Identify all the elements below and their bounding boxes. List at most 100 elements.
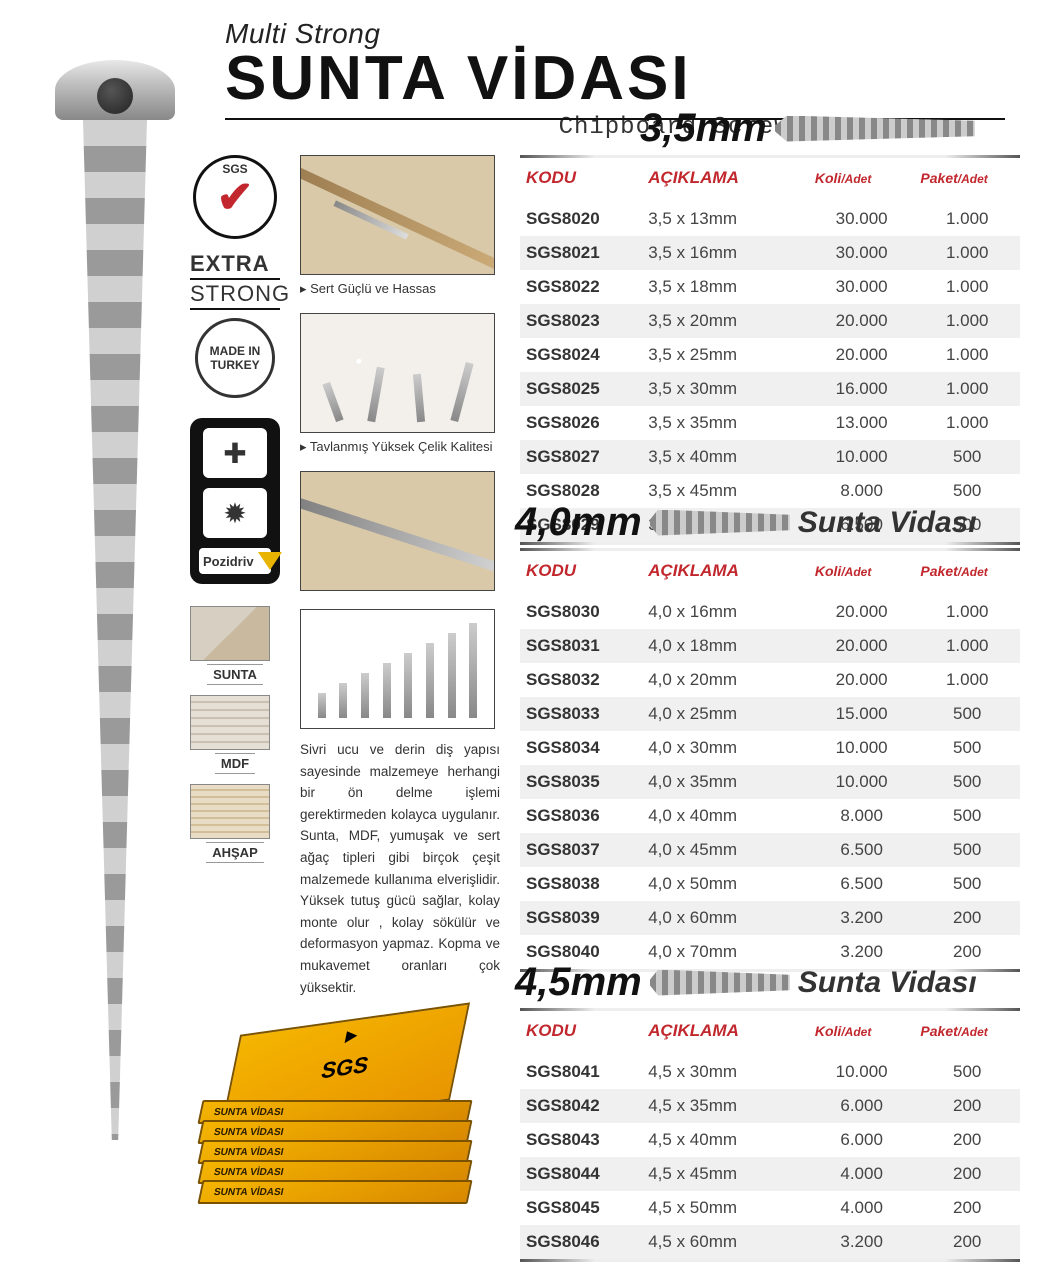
table-row: SGS8023 3,5 x 20mm 20.000 1.000 — [520, 304, 1020, 338]
size-header-45: 4,5mm Sunta Vidası — [515, 960, 977, 1005]
cell-code: SGS8020 — [520, 202, 642, 236]
cell-desc: 3,5 x 40mm — [642, 440, 809, 474]
cell-paket: 1.000 — [914, 270, 1020, 304]
feature-icons: ✚ ✹ Pozidriv — [190, 418, 280, 584]
cell-paket: 1.000 — [914, 202, 1020, 236]
cell-koli: 3.200 — [809, 1225, 915, 1259]
size-num-35: 3,5mm — [640, 106, 767, 151]
cell-desc: 4,0 x 16mm — [642, 595, 809, 629]
cell-paket: 1.000 — [914, 236, 1020, 270]
cell-koli: 20.000 — [809, 595, 915, 629]
cell-paket: 500 — [914, 697, 1020, 731]
cell-desc: 4,5 x 45mm — [642, 1157, 809, 1191]
size-num-40: 4,0mm — [515, 500, 642, 545]
cell-code: SGS8038 — [520, 867, 642, 901]
screw-icon — [650, 970, 790, 996]
table-row: SGS8037 4,0 x 45mm 6.500 500 — [520, 833, 1020, 867]
cell-paket: 1.000 — [914, 372, 1020, 406]
screw-icon — [775, 116, 975, 142]
cell-desc: 4,0 x 20mm — [642, 663, 809, 697]
cell-code: SGS8026 — [520, 406, 642, 440]
table-row: SGS8030 4,0 x 16mm 20.000 1.000 — [520, 595, 1020, 629]
cell-paket: 500 — [914, 1055, 1020, 1089]
cell-code: SGS8043 — [520, 1123, 642, 1157]
cell-paket: 200 — [914, 1157, 1020, 1191]
cell-paket: 200 — [914, 901, 1020, 935]
cell-desc: 4,0 x 25mm — [642, 697, 809, 731]
cell-koli: 10.000 — [809, 731, 915, 765]
screw-icon — [650, 510, 790, 536]
cell-koli: 30.000 — [809, 202, 915, 236]
cell-koli: 10.000 — [809, 765, 915, 799]
table-45: KODU AÇIKLAMA Koli/Adet Paket/Adet SGS80… — [520, 1008, 1020, 1262]
series-label-45: Sunta Vidası — [798, 966, 977, 1000]
cell-paket: 1.000 — [914, 406, 1020, 440]
cell-desc: 3,5 x 16mm — [642, 236, 809, 270]
caption-2: Tavlanmış Yüksek Çelik Kalitesi — [300, 439, 500, 455]
cell-koli: 20.000 — [809, 304, 915, 338]
cell-code: SGS8032 — [520, 663, 642, 697]
cell-code: SGS8036 — [520, 799, 642, 833]
table-row: SGS8021 3,5 x 16mm 30.000 1.000 — [520, 236, 1020, 270]
cell-desc: 3,5 x 13mm — [642, 202, 809, 236]
cell-koli: 15.000 — [809, 697, 915, 731]
table-35: KODU AÇIKLAMA Koli/Adet Paket/Adet SGS80… — [520, 155, 1020, 545]
cell-koli: 20.000 — [809, 338, 915, 372]
table-row: SGS8024 3,5 x 25mm 20.000 1.000 — [520, 338, 1020, 372]
caption-1: Sert Güçlü ve Hassas — [300, 281, 500, 297]
main-title: SUNTA VİDASI — [225, 48, 1005, 110]
cell-koli: 20.000 — [809, 629, 915, 663]
description-text: Sivri ucu ve derin diş yapısı sayesinde … — [300, 739, 500, 998]
table-row: SGS8045 4,5 x 50mm 4.000 200 — [520, 1191, 1020, 1225]
cell-desc: 4,0 x 30mm — [642, 731, 809, 765]
cell-koli: 13.000 — [809, 406, 915, 440]
cell-desc: 4,0 x 45mm — [642, 833, 809, 867]
cell-paket: 200 — [914, 1225, 1020, 1259]
th-paket: Paket/Adet — [914, 158, 1020, 202]
th-koli: Koli/Adet — [809, 158, 915, 202]
cell-code: SGS8041 — [520, 1055, 642, 1089]
cell-paket: 1.000 — [914, 595, 1020, 629]
table-row: SGS8032 4,0 x 20mm 20.000 1.000 — [520, 663, 1020, 697]
table-row: SGS8038 4,0 x 50mm 6.500 500 — [520, 867, 1020, 901]
product-box: ▶SGS SUNTA VİDASI SUNTA VİDASI SUNTA VİD… — [200, 1010, 490, 1230]
material-sunta: SUNTA — [190, 606, 280, 685]
cell-desc: 3,5 x 20mm — [642, 304, 809, 338]
cell-paket: 500 — [914, 833, 1020, 867]
series-label-40: Sunta Vidası — [798, 506, 977, 540]
cell-paket: 500 — [914, 765, 1020, 799]
cell-paket: 500 — [914, 440, 1020, 474]
cell-koli: 6.500 — [809, 867, 915, 901]
cell-code: SGS8034 — [520, 731, 642, 765]
cell-koli: 3.200 — [809, 901, 915, 935]
table-row: SGS8033 4,0 x 25mm 15.000 500 — [520, 697, 1020, 731]
cell-koli: 8.000 — [809, 799, 915, 833]
cell-desc: 4,0 x 50mm — [642, 867, 809, 901]
hero-screw-illustration: ✕ — [55, 60, 175, 1180]
table-row: SGS8026 3,5 x 35mm 13.000 1.000 — [520, 406, 1020, 440]
cell-code: SGS8042 — [520, 1089, 642, 1123]
table-row: SGS8044 4,5 x 45mm 4.000 200 — [520, 1157, 1020, 1191]
cell-paket: 200 — [914, 1089, 1020, 1123]
cell-desc: 4,5 x 50mm — [642, 1191, 809, 1225]
cell-code: SGS8044 — [520, 1157, 642, 1191]
table-row: SGS8035 4,0 x 35mm 10.000 500 — [520, 765, 1020, 799]
table-40: KODU AÇIKLAMA Koli/Adet Paket/Adet SGS80… — [520, 548, 1020, 972]
sgs-badge: SGS ✔ — [193, 155, 277, 239]
th-code: KODU — [520, 158, 642, 202]
photo-screws-pile — [300, 313, 495, 433]
cell-code: SGS8031 — [520, 629, 642, 663]
pozidriv-icon: ✕ — [104, 81, 126, 112]
size-header-40: 4,0mm Sunta Vidası — [515, 500, 977, 545]
cell-koli: 20.000 — [809, 663, 915, 697]
countersink-icon: ✹ — [203, 488, 267, 538]
pozidriv-label: Pozidriv — [199, 548, 271, 574]
th-desc: AÇIKLAMA — [642, 158, 809, 202]
cell-paket: 500 — [914, 731, 1020, 765]
cell-koli: 10.000 — [809, 1055, 915, 1089]
cell-koli: 30.000 — [809, 236, 915, 270]
cell-desc: 4,5 x 35mm — [642, 1089, 809, 1123]
cell-paket: 500 — [914, 799, 1020, 833]
check-icon: ✔ — [217, 172, 254, 223]
cell-koli: 6.000 — [809, 1089, 915, 1123]
